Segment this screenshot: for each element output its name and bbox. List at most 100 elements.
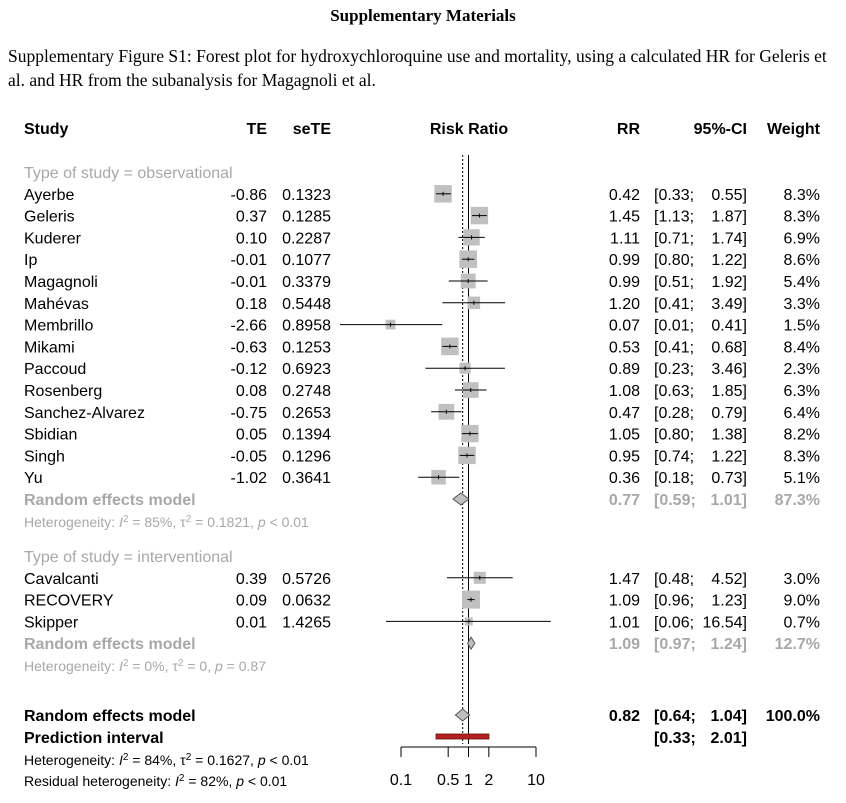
study-weight: 1.5% [784,318,820,335]
study-ci-high: 0.68] [711,339,747,356]
header-sete: seTE [293,121,332,138]
subgroup-heterogeneity: Heterogeneity: I2 = 85%, τ2 = 0.1821, p … [24,513,309,530]
subgroup-model-weight: 12.7% [775,636,820,653]
subgroup-label: Type of study = observational [24,165,233,182]
study-sete: 0.1285 [282,209,331,226]
study-ci-high: 3.49] [711,296,747,313]
x-tick-label: 10 [527,772,545,789]
x-tick-label: 2 [484,772,493,789]
study-rr: 0.36 [609,470,640,487]
study-name: Magagnoli [24,274,98,291]
x-tick-label: 0.1 [390,772,412,789]
study-sete: 0.1394 [282,427,331,444]
study-rr: 1.08 [609,383,640,400]
study-sete: 0.3379 [282,274,331,291]
study-sete: 0.2748 [282,383,331,400]
study-name: Ayerbe [24,187,75,204]
study-name: Skipper [24,614,79,631]
study-rr: 0.89 [609,361,640,378]
study-te: 0.09 [236,593,267,610]
header-weight: Weight [767,121,821,138]
x-tick-label: 1 [464,772,473,789]
study-ci-low: [1.13; [654,209,694,226]
subgroup-diamond [452,492,470,506]
study-weight: 5.1% [784,470,820,487]
study-weight: 8.4% [784,339,820,356]
header-rr: RR [617,121,641,138]
study-name: Kuderer [24,230,82,247]
study-weight: 8.6% [784,252,820,269]
x-tick-label: 0.5 [437,772,459,789]
study-rr: 1.01 [609,614,640,631]
study-ci-high: 0.73] [711,470,747,487]
study-weight: 8.3% [784,187,820,204]
residual-heterogeneity: Residual heterogeneity: I2 = 82%, p < 0.… [24,773,287,790]
subgroup-model-weight: 87.3% [775,492,820,509]
subgroup-diamond [467,636,476,651]
study-ci-high: 0.79] [711,405,747,422]
study-name: Geleris [24,209,75,226]
study-sete: 0.1323 [282,187,331,204]
study-te: -0.01 [231,274,268,291]
subgroup-model-rr: 0.77 [609,492,640,509]
study-ci-high: 1.22] [711,448,747,465]
study-ci-high: 1.23] [711,593,747,610]
study-te: 0.18 [236,296,267,313]
study-ci-high: 1.22] [711,252,747,269]
subgroup-model-ci-low: [0.97; [654,636,696,653]
subgroup-model-rr: 1.09 [609,636,640,653]
study-ci-low: [0.23; [654,361,694,378]
study-name: Mahévas [24,296,89,313]
subgroup-label: Type of study = interventional [24,549,233,566]
subgroup-model-label: Random effects model [24,636,196,653]
page-heading: Supplementary Materials [330,6,516,25]
overall-model-ci-low: [0.64; [654,708,696,725]
study-rr: 1.11 [610,230,640,247]
study-ci-low: [0.74; [654,448,694,465]
figure-caption: Supplementary Figure S1: Forest plot for… [8,46,827,90]
study-weight: 2.3% [784,361,820,378]
study-sete: 0.5448 [282,296,331,313]
study-ci-low: [0.33; [654,187,694,204]
study-weight: 3.0% [784,571,820,588]
study-ci-low: [0.96; [654,593,694,610]
study-rr: 0.99 [609,274,640,291]
study-ci-high: 0.55] [711,187,747,204]
study-ci-low: [0.41; [654,296,694,313]
study-sete: 0.8958 [282,318,331,335]
subgroup-model-ci-high: 1.24] [711,636,747,653]
prediction-interval-label: Prediction interval [24,730,164,747]
study-te: -0.63 [231,339,268,356]
study-name: Mikami [24,339,75,356]
study-ci-high: 1.92] [711,274,747,291]
study-ci-high: 1.74] [711,230,747,247]
study-name: Paccoud [24,361,86,378]
study-weight: 8.2% [784,427,820,444]
study-ci-low: [0.80; [654,427,694,444]
study-ci-low: [0.51; [654,274,694,291]
study-weight: 6.4% [784,405,820,422]
study-rr: 0.95 [609,448,640,465]
study-ci-high: 4.52] [711,571,747,588]
study-ci-low: [0.28; [654,405,694,422]
study-rr: 1.05 [609,427,640,444]
study-name: RECOVERY [24,593,114,610]
study-ci-low: [0.63; [654,383,694,400]
study-sete: 0.2653 [282,405,331,422]
study-name: Singh [24,448,65,465]
study-weight: 8.3% [784,209,820,226]
study-sete: 1.4265 [282,614,331,631]
study-ci-high: 1.87] [711,209,747,226]
study-rr: 0.53 [609,339,640,356]
study-rr: 0.42 [609,187,640,204]
study-sete: 0.5726 [282,571,331,588]
header-ci: 95%-CI [694,121,747,138]
subgroup-model-ci-high: 1.01] [711,492,747,509]
study-te: 0.37 [236,209,267,226]
study-te: -0.75 [231,405,268,422]
study-weight: 0.7% [784,614,820,631]
overall-model-weight: 100.0% [766,708,820,725]
study-ci-high: 16.54] [703,614,747,631]
study-ci-high: 1.38] [711,427,747,444]
